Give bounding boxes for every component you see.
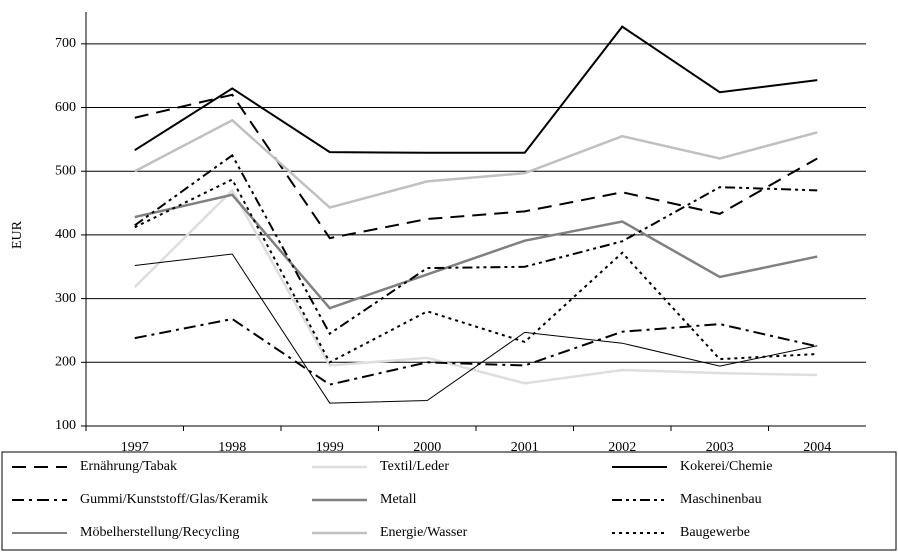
legend-label: Gummi/Kunststoff/Glas/Keramik <box>80 492 268 507</box>
x-tick-label: 2000 <box>413 440 441 455</box>
legend-label: Textil/Leder <box>380 459 449 474</box>
y-tick-label: 100 <box>55 418 76 433</box>
series-line <box>133 188 818 385</box>
x-tick-label: 2002 <box>608 440 636 455</box>
series-line <box>134 25 818 154</box>
series-line <box>134 317 818 386</box>
legend-label: Metall <box>380 492 417 507</box>
legend-label: Maschinenbau <box>680 492 762 507</box>
series-line <box>134 178 818 364</box>
y-tick-label: 600 <box>55 100 76 115</box>
x-tick-label: 1998 <box>218 440 246 455</box>
legend-label: Kokerei/Chemie <box>680 459 773 474</box>
y-tick-label: 300 <box>55 291 76 306</box>
legend-label: Ernährung/Tabak <box>80 459 177 474</box>
series-line <box>134 253 818 404</box>
legend-label: Baugewerbe <box>680 525 750 540</box>
x-tick-label: 2001 <box>511 440 539 455</box>
series-line <box>134 93 818 240</box>
y-axis-label: EUR <box>10 220 25 249</box>
legend-label: Möbelherstellung/Recycling <box>80 525 239 540</box>
series-line <box>134 193 818 310</box>
x-tick-label: 2003 <box>706 440 734 455</box>
y-tick-label: 200 <box>55 355 76 370</box>
x-tick-label: 1997 <box>121 440 149 455</box>
series-line <box>134 153 818 336</box>
legend-label: Energie/Wasser <box>380 525 468 540</box>
legend-box <box>1 451 897 551</box>
x-tick-label: 1999 <box>316 440 344 455</box>
y-tick-label: 700 <box>55 36 76 51</box>
y-tick-label: 400 <box>55 227 76 242</box>
series-line <box>134 118 818 209</box>
y-tick-label: 500 <box>55 163 76 178</box>
x-tick-label: 2004 <box>803 440 831 455</box>
